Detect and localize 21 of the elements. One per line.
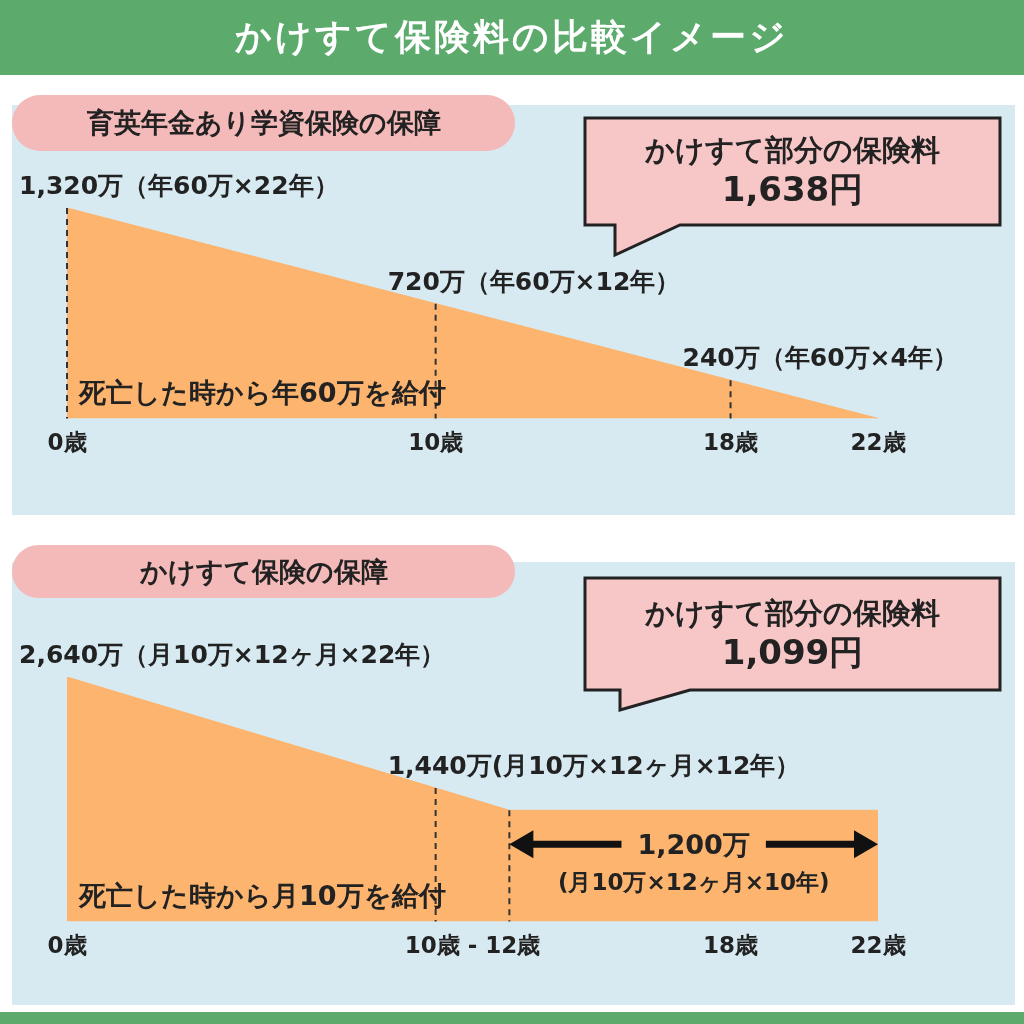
data-label: 720万（年60万×12年）	[387, 266, 681, 296]
data-label: 2,640万（月10万×12ヶ月×22年）	[19, 640, 446, 669]
annotation: 死亡した時から月10万を給付	[78, 880, 446, 912]
data-label: 1,320万（年60万×22年）	[19, 171, 339, 200]
data-label: 240万（年60万×4年）	[682, 343, 958, 373]
x-tick-label: 18歳	[703, 429, 759, 456]
x-tick-label: 10歳 - 12歳	[404, 932, 541, 959]
data-label: 1,440万(月10万×12ヶ月×12年）	[387, 751, 801, 781]
x-tick-label: 22歳	[850, 429, 906, 456]
chart-subtitle: 育英年金あり学資保険の保障	[12, 95, 515, 151]
annotation: 1,200万 (月10万×12ヶ月×10年)	[557, 829, 830, 896]
x-tick-label: 10歳	[408, 429, 464, 456]
x-tick-label: 0歳	[47, 429, 87, 456]
annotation: かけすて部分の保険料 1,638円	[645, 132, 940, 211]
x-tick-label: 22歳	[850, 932, 906, 959]
chart-subtitle: かけすて保険の保障	[12, 545, 515, 598]
annotation: 死亡した時から年60万を給付	[78, 377, 446, 409]
x-tick-label: 18歳	[703, 932, 759, 959]
x-tick-label: 0歳	[47, 932, 87, 959]
text: かけすて部分の保険料 1,099円	[645, 594, 940, 674]
chart-title: かけすて保険料の比較イメージ	[0, 0, 1024, 75]
